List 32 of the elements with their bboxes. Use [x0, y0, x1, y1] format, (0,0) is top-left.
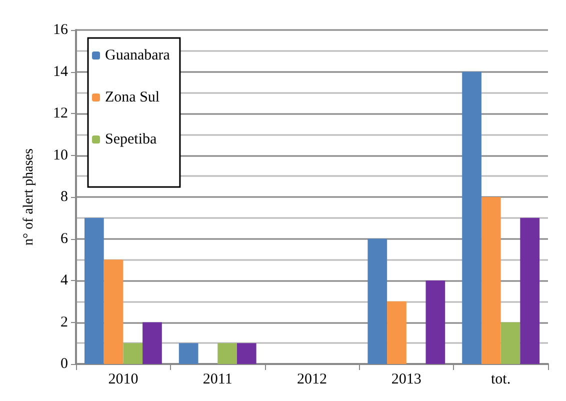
- legend-label: Sepetiba: [105, 132, 157, 148]
- bar: [481, 197, 501, 364]
- bar: [178, 343, 198, 364]
- y-tick-label: 14: [53, 64, 68, 80]
- x-tick-label: 2012: [297, 372, 327, 388]
- bar: [368, 238, 388, 364]
- y-tick-label: 16: [53, 22, 68, 38]
- x-tick-label: tot.: [491, 372, 511, 388]
- bar: [236, 343, 256, 364]
- y-tick-label: 6: [60, 230, 68, 247]
- bar: [84, 218, 104, 364]
- y-tick-label: 12: [53, 106, 68, 122]
- bar: [426, 280, 446, 364]
- bar: [520, 218, 540, 364]
- y-tick-label: 0: [60, 356, 68, 372]
- x-tick-label: 2010: [108, 372, 138, 388]
- y-tick-label: 10: [53, 147, 68, 164]
- legend-label: Guanabara: [105, 48, 170, 64]
- x-tick-label: 2013: [391, 372, 422, 388]
- bar: [218, 343, 237, 364]
- y-tick-label: 2: [60, 314, 68, 330]
- bar: [387, 301, 406, 364]
- bar: [500, 322, 520, 364]
- bar: [104, 260, 124, 364]
- y-axis-title: n° of alert phases: [22, 148, 36, 246]
- y-tick-label: 4: [60, 272, 68, 288]
- legend-label: Zona Sul: [105, 90, 160, 106]
- bar: [142, 322, 162, 364]
- bar: [123, 343, 143, 364]
- bar: [462, 72, 482, 364]
- y-tick-label: 8: [60, 189, 68, 205]
- x-tick-label: 2011: [202, 372, 232, 388]
